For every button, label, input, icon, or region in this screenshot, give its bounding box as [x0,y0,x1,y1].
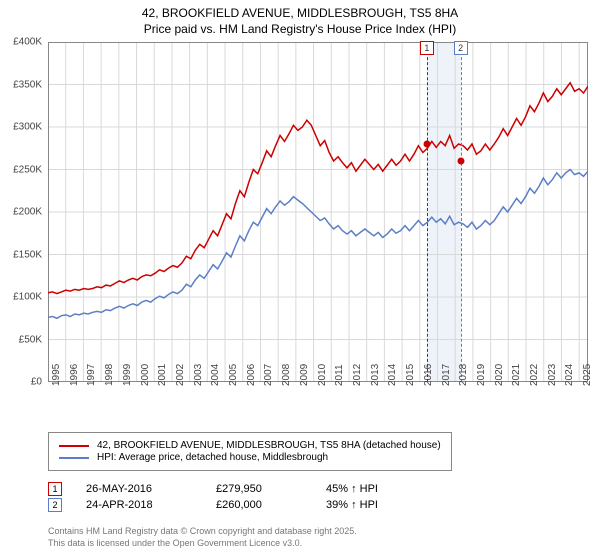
y-tick-label: £150K [13,249,42,260]
x-tick-label: 2025 [582,364,593,386]
x-tick-label: 2004 [210,364,221,386]
x-tick-label: 2018 [458,364,469,386]
chart-title: 42, BROOKFIELD AVENUE, MIDDLESBROUGH, TS… [0,0,600,37]
y-tick-label: £400K [13,37,42,48]
x-tick-label: 2016 [423,364,434,386]
marker-row-pct: 45% ↑ HPI [326,483,378,495]
x-tick-label: 1998 [104,364,115,386]
x-tick-label: 2002 [175,364,186,386]
marker-vline [427,42,428,382]
legend-label-1: 42, BROOKFIELD AVENUE, MIDDLESBROUGH, TS… [97,440,441,451]
y-tick-label: £0 [31,377,42,388]
y-tick-label: £200K [13,207,42,218]
marker-dot [457,158,464,165]
x-tick-label: 2024 [564,364,575,386]
marker-row-box: 1 [48,482,62,496]
x-tick-label: 2012 [352,364,363,386]
x-tick-label: 2014 [387,364,398,386]
footnote-line1: Contains HM Land Registry data © Crown c… [48,526,357,538]
x-tick-label: 2009 [299,364,310,386]
legend: 42, BROOKFIELD AVENUE, MIDDLESBROUGH, TS… [48,432,452,471]
marker-row-price: £260,000 [216,499,326,511]
x-tick-label: 2017 [441,364,452,386]
marker-row-date: 24-APR-2018 [86,499,216,511]
plot-region: 12 [48,42,588,382]
legend-row: HPI: Average price, detached house, Midd… [59,452,441,463]
x-tick-label: 2020 [494,364,505,386]
chart-svg [48,42,588,382]
y-tick-label: £250K [13,164,42,175]
x-tick-label: 2003 [193,364,204,386]
y-tick-label: £50K [19,334,42,345]
marker-vline [461,42,462,382]
x-tick-label: 1997 [86,364,97,386]
legend-swatch-1 [59,445,89,447]
marker-dot [423,141,430,148]
x-tick-label: 2001 [157,364,168,386]
x-tick-label: 2010 [317,364,328,386]
marker-row-date: 26-MAY-2016 [86,483,216,495]
series-line [48,83,588,294]
marker-row-box: 2 [48,498,62,512]
y-tick-label: £350K [13,79,42,90]
x-tick-label: 2019 [476,364,487,386]
chart-area: 12 £0£50K£100K£150K£200K£250K£300K£350K£… [48,42,588,412]
x-tick-label: 1999 [122,364,133,386]
title-line2: Price paid vs. HM Land Registry's House … [0,22,600,38]
x-tick-label: 2005 [228,364,239,386]
legend-swatch-2 [59,457,89,459]
x-tick-label: 2006 [246,364,257,386]
marker-row: 1 26-MAY-2016£279,95045% ↑ HPI [48,482,378,496]
y-tick-label: £100K [13,292,42,303]
x-tick-label: 1995 [51,364,62,386]
marker-row-price: £279,950 [216,483,326,495]
footnote-line2: This data is licensed under the Open Gov… [48,538,357,550]
x-tick-label: 1996 [69,364,80,386]
x-tick-label: 2000 [140,364,151,386]
legend-row: 42, BROOKFIELD AVENUE, MIDDLESBROUGH, TS… [59,440,441,451]
x-tick-label: 2021 [511,364,522,386]
series-line [48,170,588,319]
x-tick-label: 2013 [370,364,381,386]
footnote: Contains HM Land Registry data © Crown c… [48,526,357,549]
x-tick-label: 2008 [281,364,292,386]
marker-table: 1 26-MAY-2016£279,95045% ↑ HPI 2 24-APR-201… [48,480,378,514]
x-tick-label: 2022 [529,364,540,386]
marker-row-pct: 39% ↑ HPI [326,499,378,511]
x-tick-label: 2023 [547,364,558,386]
legend-label-2: HPI: Average price, detached house, Midd… [97,452,328,463]
marker-box: 2 [454,41,468,55]
x-tick-label: 2011 [334,364,345,386]
marker-row: 2 24-APR-2018£260,00039% ↑ HPI [48,498,378,512]
marker-box: 1 [420,41,434,55]
y-tick-label: £300K [13,122,42,133]
x-tick-label: 2007 [263,364,274,386]
x-tick-label: 2015 [405,364,416,386]
title-line1: 42, BROOKFIELD AVENUE, MIDDLESBROUGH, TS… [0,6,600,22]
